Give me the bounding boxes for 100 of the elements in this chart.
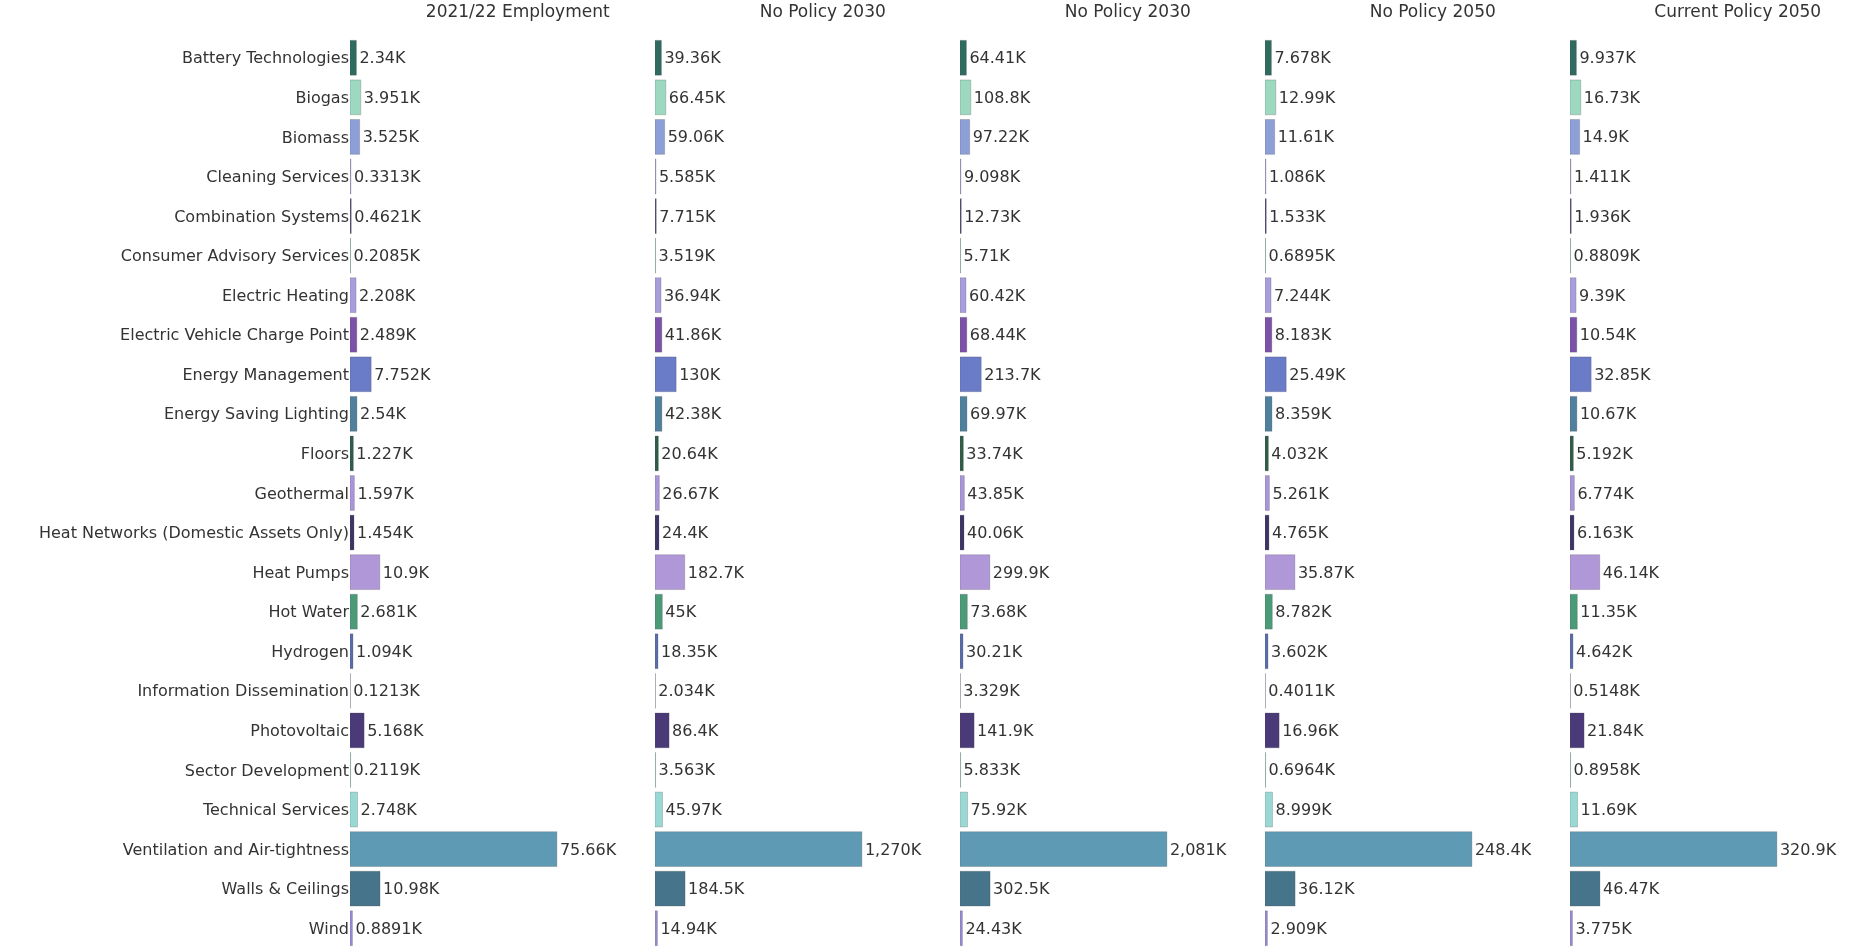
chart-title: No Policy 2050 [1369,0,1496,21]
data-label: 36.94K [664,285,721,305]
y-tick-label: Energy Management [182,364,349,384]
data-label: 3.329K [963,681,1021,701]
bar [350,317,358,353]
bar [1265,514,1270,551]
data-label: 182.7K [687,562,745,582]
bar [350,435,354,472]
data-label: 5.168K [367,720,424,740]
bar [350,475,355,511]
bar [1265,396,1273,432]
bar [1265,712,1280,749]
bar [1265,831,1473,867]
data-label: 2.208K [359,285,416,305]
bar [655,356,677,392]
data-label: 0.8809K [1573,246,1641,266]
chart-title: 2021/22 Employment [425,0,610,21]
data-label: 36.12K [1298,879,1355,899]
y-tick-label: Hot Water [268,602,350,622]
data-label: 184.5K [688,879,745,899]
bar [350,870,381,907]
data-label: 24.43K [965,918,1023,938]
bar [350,396,358,432]
bar [1265,40,1272,76]
data-label: 14.9K [1582,127,1630,147]
data-label: 2.909K [1270,918,1328,938]
bar [350,633,354,669]
bar [1265,633,1269,669]
bar [960,435,964,472]
y-tick-label: Electric Heating [221,285,349,305]
bar [1570,435,1574,472]
data-label: 3.775K [1575,918,1633,938]
chart-title: No Policy 2030 [759,0,886,21]
data-label: 68.44K [969,325,1027,345]
bar [350,831,558,867]
data-label: 5.192K [1576,443,1634,463]
data-label: 39.36K [664,48,722,68]
data-label: 9.098K [963,166,1021,186]
bar [350,79,362,116]
y-tick-label: Hydrogen [271,641,349,661]
bar [1570,633,1574,669]
data-label: 0.2119K [353,760,421,780]
data-label: 2.489K [359,325,417,345]
data-label: 0.4011K [1268,681,1336,701]
y-tick-label: Battery Technologies [181,48,349,68]
data-label: 33.74K [966,443,1024,463]
bar [960,712,975,749]
data-label: 0.5148K [1573,681,1641,701]
bar [1265,870,1296,907]
bar [655,594,663,630]
bar [1570,870,1601,907]
y-tick-label: Combination Systems [174,206,349,226]
bar [655,277,662,313]
data-label: 18.35K [660,641,718,661]
bar [655,514,660,551]
data-label: 26.67K [662,483,720,503]
data-label: 10.54K [1579,325,1637,345]
data-label: 248.4K [1474,839,1532,859]
bar [655,633,659,669]
data-label: 24.4K [661,523,709,543]
data-label: 8.782K [1275,602,1333,622]
bar [1570,514,1575,551]
bar [960,633,964,669]
data-label: 3.602K [1271,641,1328,661]
data-label: 97.22K [972,127,1030,147]
data-label: 46.14K [1602,562,1660,582]
data-label: 45K [665,602,697,622]
data-label: 35.87K [1297,562,1355,582]
data-label: 64.41K [969,48,1027,68]
data-label: 32.85K [1594,364,1651,384]
data-label: 86.4K [672,720,719,740]
bar [350,712,365,749]
bar [350,594,358,630]
y-tick-label: Floors [300,444,349,464]
bar [960,356,982,392]
y-tick-label: Consumer Advisory Services [120,246,349,266]
y-tick-label: Electric Vehicle Charge Point [120,325,349,345]
bar [960,831,1168,867]
data-label: 5.833K [963,760,1021,780]
data-label: 299.9K [992,562,1050,582]
bar [960,396,968,432]
bar [655,831,863,867]
bar [1265,317,1273,353]
y-tick-label: Biogas [295,87,349,107]
data-label: 25.49K [1289,364,1347,384]
bar [655,910,658,946]
data-label: 2.34K [359,48,407,68]
bar [1570,119,1580,155]
data-label: 20.64K [661,443,719,463]
bar [1570,554,1600,590]
data-label: 59.06K [667,127,725,147]
data-label: 213.7K [984,364,1042,384]
data-label: 5.71K [963,246,1011,266]
data-label: 3.563K [658,760,716,780]
data-label: 1.936K [1574,206,1632,226]
bar [350,356,372,392]
bar [655,79,667,116]
data-label: 1.411K [1573,166,1631,186]
bar [655,791,663,828]
chart-title: Current Policy 2050 [1654,0,1822,21]
